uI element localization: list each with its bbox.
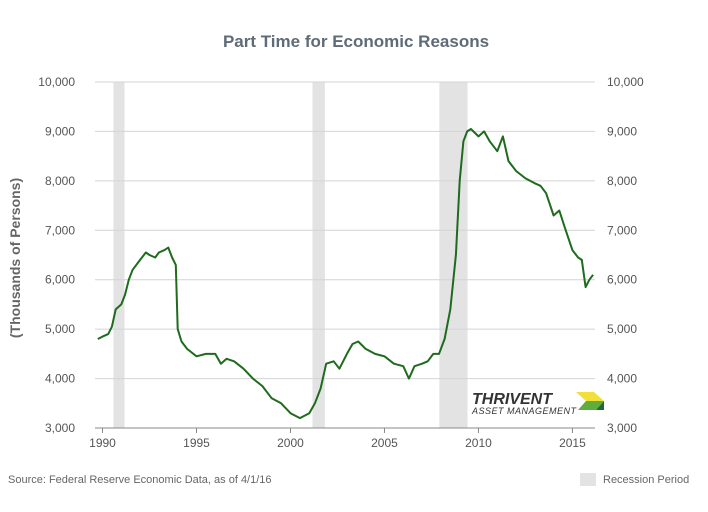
source-note: Source: Federal Reserve Economic Data, a… [8,474,272,486]
y-tick-left: 6,000 [45,273,75,287]
y-tick-left: 3,000 [45,421,75,435]
y-tick-left: 8,000 [45,174,75,188]
y-tick-right: 10,000 [607,75,644,89]
thrivent-logo: THRIVENT ASSET MANAGEMENT [471,391,604,416]
y-axis-left: 3,000 4,000 5,000 6,000 7,000 8,000 9,000 10,00… [38,75,75,435]
y-tick-right: 7,000 [607,223,637,237]
y-tick-left: 10,000 [38,75,75,89]
y-tick-left: 9,000 [45,124,75,138]
x-tick-label: 1990 [89,436,116,450]
logo-shape-top [576,392,604,401]
recession-legend-label: Recession Period [603,474,689,486]
series-line [97,128,594,420]
logo-sub: ASSET MANAGEMENT [471,406,578,416]
recession-band-3 [439,82,468,428]
y-tick-left: 7,000 [45,223,75,237]
y-axis-label: (Thousands of Persons) [7,178,23,338]
gridlines [95,81,595,380]
y-tick-left: 4,000 [45,372,75,386]
recession-legend-swatch [580,473,596,486]
x-tick-label: 2010 [465,436,492,450]
recession-band-1 [113,82,125,428]
logo-shape-side [596,401,604,410]
recession-band-2 [312,82,325,428]
logo-name: THRIVENT [472,391,553,408]
logo-shape-mid [578,401,604,410]
y-tick-right: 6,000 [607,273,637,287]
y-tick-right: 9,000 [607,124,637,138]
recession-bands [113,82,468,428]
x-axis: 1990 1995 2000 2005 2010 2015 [89,428,586,450]
y-tick-right: 5,000 [607,322,637,336]
y-tick-left: 5,000 [45,322,75,336]
x-tick-label: 2005 [371,436,398,450]
x-tick-label: 2000 [277,436,304,450]
y-tick-right: 4,000 [607,372,637,386]
y-tick-right: 8,000 [607,174,637,188]
y-axis-right: 3,000 4,000 5,000 6,000 7,000 8,000 9,000 10,00… [607,75,644,435]
chart-title: Part Time for Economic Reasons [223,32,489,51]
y-tick-right: 3,000 [607,421,637,435]
x-tick-label: 2015 [559,436,586,450]
x-tick-label: 1995 [183,436,210,450]
